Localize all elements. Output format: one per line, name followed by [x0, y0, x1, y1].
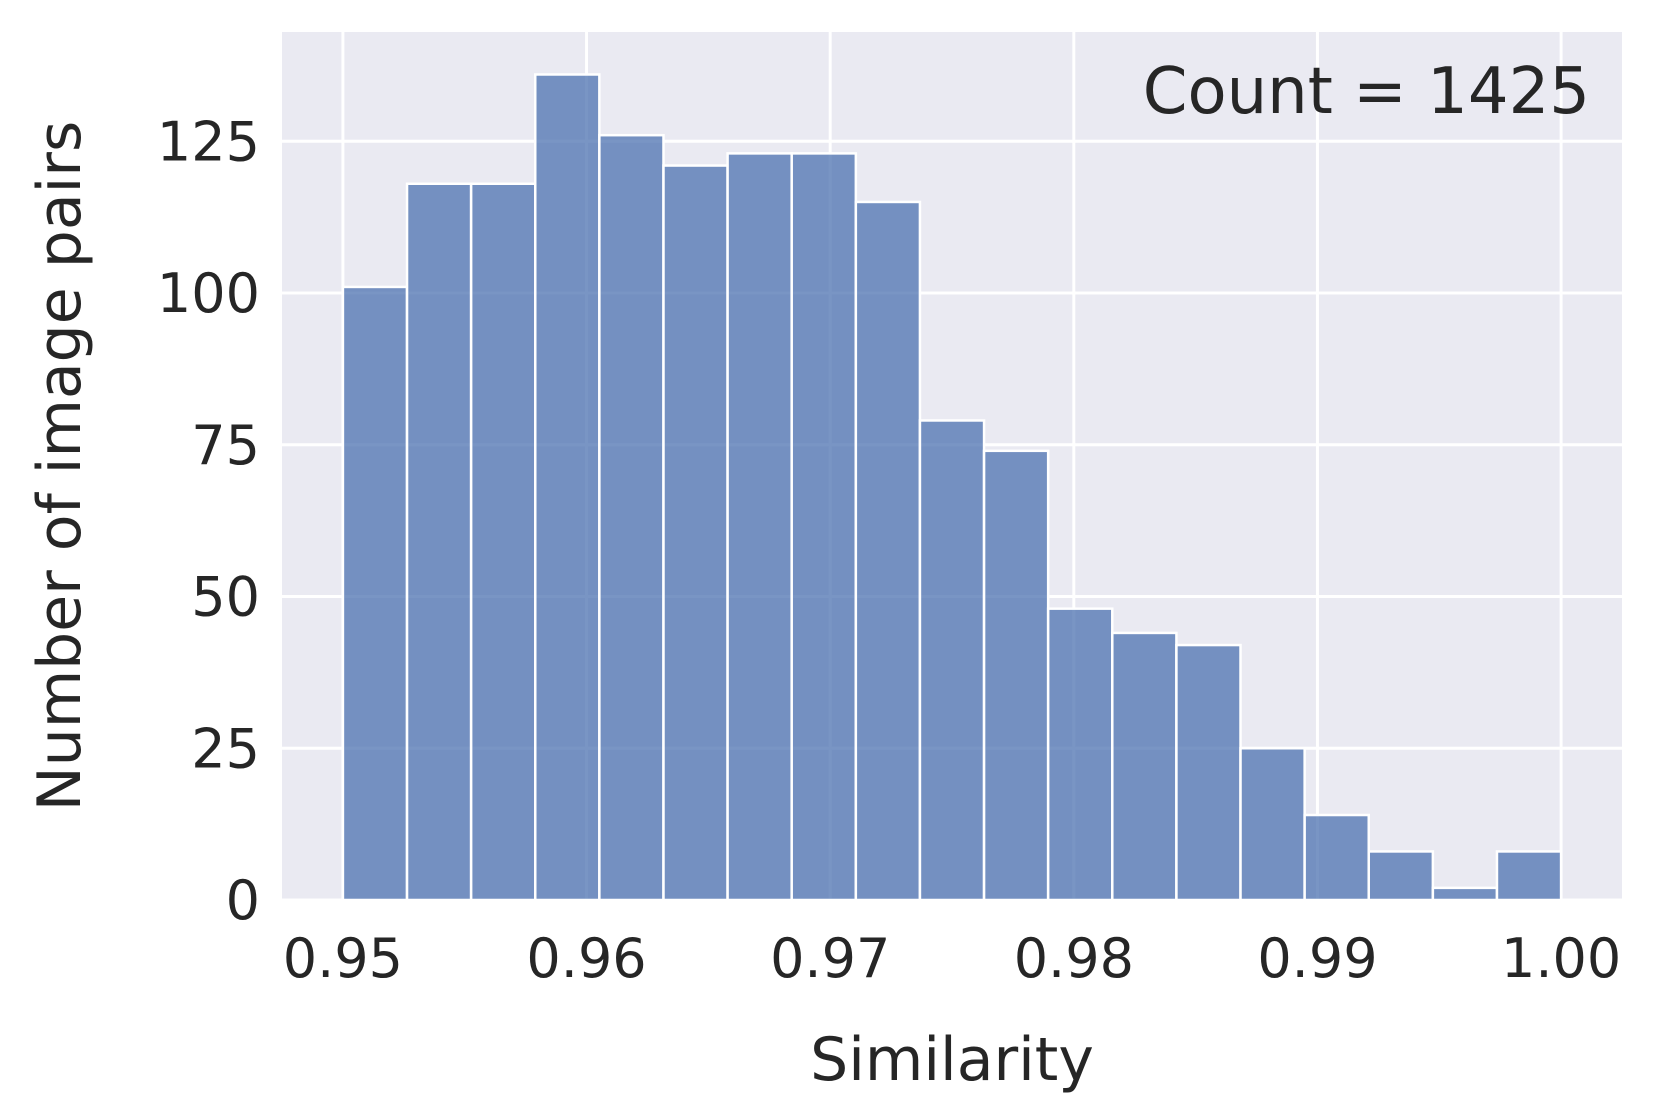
x-tick-label: 0.96 — [526, 927, 646, 990]
histogram-bar — [534, 73, 601, 902]
y-tick-label: 125 — [157, 110, 260, 173]
histogram-bar — [1046, 607, 1114, 902]
histogram-bar — [918, 419, 986, 902]
y-tick-label: 75 — [191, 414, 260, 477]
y-tick-label: 50 — [191, 566, 260, 629]
histogram-bar — [790, 152, 858, 902]
histogram-bar — [1111, 631, 1178, 902]
count-annotation: Count = 1425 — [1143, 55, 1590, 129]
histogram-bar — [662, 164, 729, 902]
x-tick-labels: 0.95 0.96 0.97 0.98 0.99 1.00 — [283, 927, 1621, 990]
y-tick-label: 0 — [226, 869, 260, 932]
x-tick-label: 1.00 — [1501, 927, 1621, 990]
histogram-bar — [854, 200, 922, 902]
histogram-bar — [598, 133, 665, 902]
x-axis-label: Similarity — [810, 1025, 1094, 1095]
x-tick-label: 0.99 — [1257, 927, 1377, 990]
y-axis-label: Number of image pairs — [25, 121, 95, 811]
histogram-bar — [1239, 747, 1306, 902]
histogram-bar — [341, 285, 409, 902]
histogram-bar — [982, 449, 1050, 902]
histogram-bar — [1495, 850, 1563, 902]
histogram-bar — [1303, 813, 1370, 902]
histogram-bar — [405, 182, 473, 902]
histogram-bar — [1367, 850, 1435, 902]
histogram-bar — [1431, 886, 1499, 902]
y-tick-labels: 0 25 50 75 100 125 — [157, 110, 260, 932]
x-tick-label: 0.95 — [283, 927, 403, 990]
histogram-bar — [726, 152, 793, 902]
y-tick-label: 100 — [157, 262, 260, 325]
y-tick-label: 25 — [191, 717, 260, 780]
histogram-bars — [341, 73, 1563, 902]
x-tick-label: 0.98 — [1014, 927, 1134, 990]
histogram-bar — [469, 182, 537, 902]
histogram-bar — [1175, 643, 1242, 902]
x-tick-label: 0.97 — [770, 927, 890, 990]
